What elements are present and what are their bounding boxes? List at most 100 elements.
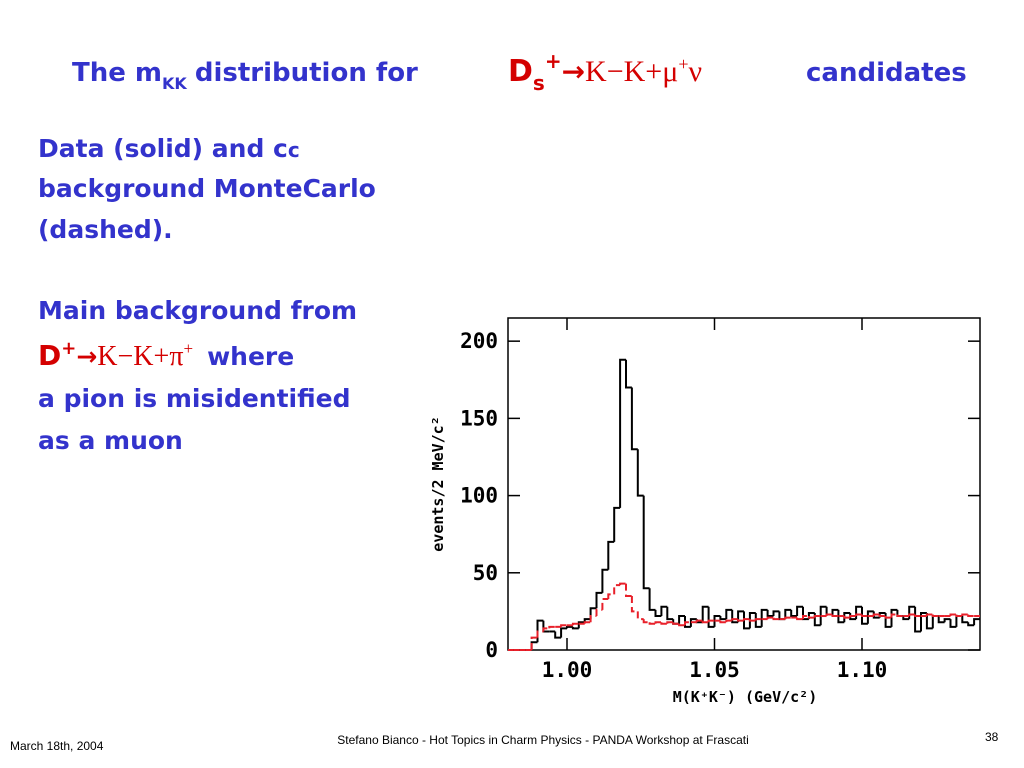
histogram-bin xyxy=(896,614,904,618)
histogram-bin xyxy=(660,605,668,617)
histogram-bin xyxy=(925,612,933,630)
histogram-bin xyxy=(784,616,792,620)
histogram-bin xyxy=(713,615,721,627)
histogram-bin xyxy=(725,619,733,623)
histogram-bin xyxy=(766,609,774,618)
histogram-bin xyxy=(731,618,739,621)
histogram-bin xyxy=(866,610,874,624)
histogram-bin xyxy=(890,613,898,618)
histogram-bin xyxy=(920,611,927,632)
histogram-bin xyxy=(725,608,733,620)
y-tick-label: 100 xyxy=(460,484,498,508)
histogram-bin xyxy=(884,616,892,619)
x-tick-label: 1.10 xyxy=(837,658,888,682)
decay-arrow: → xyxy=(562,55,585,88)
histogram-bin xyxy=(819,605,827,626)
histogram-bin xyxy=(748,619,756,622)
histogram: 1.00 1.05 1.10 0 50 100 150 200 xyxy=(460,318,980,682)
histogram-bin xyxy=(861,614,868,618)
histogram-bin xyxy=(595,591,603,609)
histogram-bin xyxy=(630,387,638,451)
histogram-bin xyxy=(849,612,857,621)
histogram-bin xyxy=(601,598,609,610)
histogram-bin xyxy=(925,613,933,617)
x-tick-label: 1.05 xyxy=(689,658,740,682)
histogram-bin xyxy=(560,627,567,638)
para-line: a pion is misidentified xyxy=(38,384,351,413)
footer-date: March 18th, 2004 xyxy=(10,739,104,753)
decay-arrow: → xyxy=(76,342,97,371)
histogram-bin xyxy=(648,622,656,625)
x-axis-label: M(K⁺K⁻) (GeV/c²) xyxy=(673,688,818,706)
histogram-bin xyxy=(571,622,579,626)
decay-sup: + xyxy=(61,338,76,359)
histogram-bin xyxy=(772,610,780,617)
slide-title: The mKK distribution for Ds+→K−K+μ+ν cand… xyxy=(72,49,967,95)
decay-sub: s xyxy=(533,71,545,95)
histogram-bin xyxy=(642,495,650,590)
histogram-bin xyxy=(636,611,644,621)
histogram-bin xyxy=(943,618,951,623)
histogram-bin xyxy=(914,614,921,618)
histogram-bin xyxy=(684,616,691,628)
histogram-bin xyxy=(607,593,615,600)
histogram-bin xyxy=(583,618,591,623)
histogram-bin xyxy=(577,621,585,629)
histogram-bin xyxy=(719,616,727,621)
histogram-bin xyxy=(589,615,597,623)
histogram-bin xyxy=(731,609,739,624)
histogram-bin xyxy=(849,615,857,618)
histogram-bin xyxy=(684,621,691,626)
histogram-bin xyxy=(754,612,762,628)
histogram-bin xyxy=(743,618,750,621)
histogram-bin xyxy=(872,613,880,617)
histogram-bin xyxy=(648,588,656,611)
y-axis-label: events/2 MeV/c² xyxy=(429,416,447,551)
para-text: c xyxy=(288,138,300,162)
decay-products: K−K+μ xyxy=(585,55,678,88)
histogram-bin xyxy=(813,615,821,618)
histogram-bin xyxy=(766,616,774,620)
histogram-bin xyxy=(613,584,621,595)
histogram-bin xyxy=(695,619,703,623)
histogram-bin xyxy=(796,605,803,617)
decay-final: ν xyxy=(688,55,702,88)
decay-sup: + xyxy=(183,339,193,358)
histogram-bin xyxy=(642,619,650,624)
histogram-bin xyxy=(802,615,809,620)
histogram-bin xyxy=(613,506,621,542)
histogram-bin xyxy=(961,616,969,624)
histogram-bin xyxy=(666,606,674,621)
histogram-bin xyxy=(937,616,945,624)
histogram-bin xyxy=(566,625,573,629)
histogram-bin xyxy=(707,606,715,628)
y-tick-label: 200 xyxy=(460,329,498,353)
histogram-bin xyxy=(619,582,626,586)
decay-parent: D xyxy=(38,339,61,372)
histogram-bin xyxy=(678,623,685,627)
histogram-bin xyxy=(754,618,762,621)
histogram-bin xyxy=(654,609,662,618)
para-line: Data (solid) and cc xyxy=(38,134,300,163)
histogram-bin xyxy=(973,618,980,626)
title-text: candidates xyxy=(806,58,967,88)
histogram-bin xyxy=(807,616,815,619)
histogram-bin xyxy=(790,609,798,618)
histogram-bin xyxy=(660,622,668,625)
histogram-bin xyxy=(560,624,567,627)
histogram-bin xyxy=(967,622,975,627)
histogram-bin xyxy=(542,627,550,632)
histogram-bin xyxy=(837,609,845,624)
histogram-bin xyxy=(689,618,697,627)
histogram-bin xyxy=(743,611,750,630)
histogram-bin xyxy=(571,626,579,630)
histogram-bin xyxy=(902,616,910,621)
histogram-bin xyxy=(737,619,744,622)
x-tick-label: 1.00 xyxy=(542,658,593,682)
histogram-bin xyxy=(737,610,744,623)
histogram-bin xyxy=(701,620,709,624)
para-line: Main background from xyxy=(38,296,357,325)
decay-parent: D xyxy=(508,54,533,89)
histogram-bin xyxy=(554,631,562,639)
